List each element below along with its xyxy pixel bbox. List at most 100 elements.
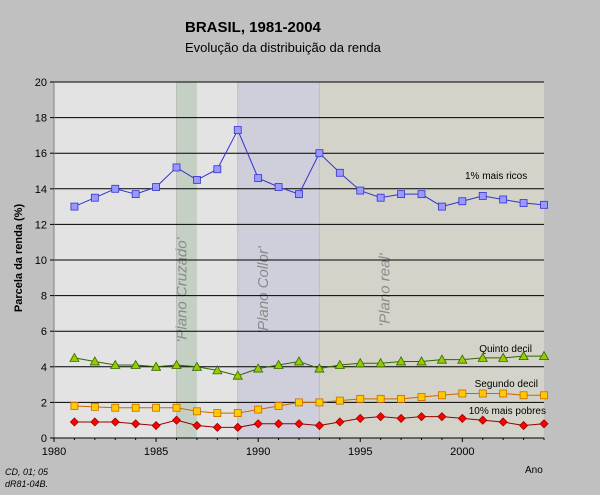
data-point xyxy=(213,165,222,174)
data-point xyxy=(540,200,548,209)
series-label: 1% mais ricos xyxy=(465,171,527,182)
x-tick-label: 1985 xyxy=(144,446,168,458)
data-point xyxy=(335,396,344,405)
y-tick-label: 18 xyxy=(35,113,47,125)
data-point xyxy=(477,352,488,362)
period-label: 'Plano Cruzado' xyxy=(174,236,191,342)
data-point xyxy=(212,422,222,432)
data-point xyxy=(274,402,283,410)
x-tick-label: 1995 xyxy=(348,446,372,458)
data-point xyxy=(254,174,263,183)
chart-title: BRASIL, 1981-2004 xyxy=(185,19,321,36)
data-point xyxy=(294,419,304,429)
data-point xyxy=(90,402,99,411)
data-point xyxy=(90,417,100,427)
data-point xyxy=(69,417,79,427)
data-point xyxy=(212,365,223,375)
data-point xyxy=(478,192,487,200)
data-point xyxy=(152,403,160,412)
data-point xyxy=(70,402,79,410)
data-point xyxy=(397,394,405,403)
data-point xyxy=(254,405,263,414)
data-point xyxy=(519,199,528,207)
data-point xyxy=(314,363,325,373)
grid-lines xyxy=(54,81,544,403)
data-point xyxy=(334,359,346,369)
data-point xyxy=(396,413,406,423)
data-point xyxy=(335,417,345,427)
data-point xyxy=(131,190,140,199)
data-point xyxy=(478,389,487,398)
data-point xyxy=(233,126,242,134)
data-point xyxy=(416,412,427,422)
data-point xyxy=(110,359,121,369)
series-group: 1% mais ricos Quinto decil Segundo decil 10… xyxy=(69,126,550,432)
data-point xyxy=(538,350,550,361)
data-point xyxy=(457,354,468,364)
period-label: 'Plano real' xyxy=(376,252,393,326)
data-point xyxy=(191,361,203,371)
data-point xyxy=(295,398,303,407)
data-point xyxy=(417,190,426,199)
axes: 0 2 4 6 8 10 12 14 16 18 20 1980 1985 1990 1995 2000 xyxy=(35,77,545,458)
y-tick-label: 6 xyxy=(41,326,47,338)
data-point xyxy=(172,403,181,412)
data-point xyxy=(499,389,508,398)
data-point xyxy=(171,415,182,425)
data-point xyxy=(478,415,488,425)
data-point xyxy=(314,420,324,431)
data-point xyxy=(497,352,509,362)
data-point xyxy=(539,419,549,429)
series-line xyxy=(74,355,544,377)
x-tick-label: 2000 xyxy=(450,446,474,458)
y-tick-label: 16 xyxy=(35,148,47,160)
data-point xyxy=(499,195,508,204)
y-axis-label: Parcela da renda (%) xyxy=(13,203,25,313)
data-point xyxy=(89,356,101,366)
data-point xyxy=(295,190,303,199)
data-point xyxy=(438,391,446,400)
data-point xyxy=(457,413,467,423)
data-point xyxy=(232,370,243,380)
source-note-line-2: dR81-04B. xyxy=(5,479,49,489)
data-point xyxy=(397,190,405,199)
data-point xyxy=(152,183,160,191)
source-note-line-1: CD, 01; 05 xyxy=(5,467,49,477)
data-point xyxy=(90,193,99,202)
data-point xyxy=(335,168,344,177)
y-tick-label: 20 xyxy=(35,77,47,89)
data-point xyxy=(193,407,201,416)
data-point xyxy=(110,417,120,427)
data-point xyxy=(172,163,181,172)
data-point xyxy=(111,184,120,193)
y-tick-label: 4 xyxy=(41,362,47,374)
data-point xyxy=(395,356,407,366)
data-point xyxy=(376,394,385,403)
data-point xyxy=(519,391,528,400)
data-point xyxy=(438,202,446,211)
data-point xyxy=(193,175,201,184)
data-point xyxy=(437,412,447,422)
y-tick-label: 0 xyxy=(41,433,47,445)
data-point xyxy=(293,356,305,366)
y-tick-label: 14 xyxy=(35,184,47,196)
x-axis-label: Ano xyxy=(525,465,543,476)
data-point xyxy=(150,361,162,371)
data-point xyxy=(233,409,242,417)
data-point xyxy=(458,389,467,398)
data-point xyxy=(70,202,79,211)
data-point xyxy=(274,183,283,191)
data-point xyxy=(540,391,548,400)
data-point xyxy=(274,419,284,429)
data-point xyxy=(130,359,141,369)
data-point xyxy=(355,357,366,368)
data-point xyxy=(151,420,161,431)
data-point xyxy=(111,403,120,412)
data-point xyxy=(518,350,529,361)
data-point xyxy=(69,352,80,362)
data-point xyxy=(417,393,426,401)
y-tick-label: 2 xyxy=(41,397,47,409)
data-point xyxy=(131,403,140,412)
data-point xyxy=(233,422,243,432)
data-point xyxy=(253,419,263,429)
